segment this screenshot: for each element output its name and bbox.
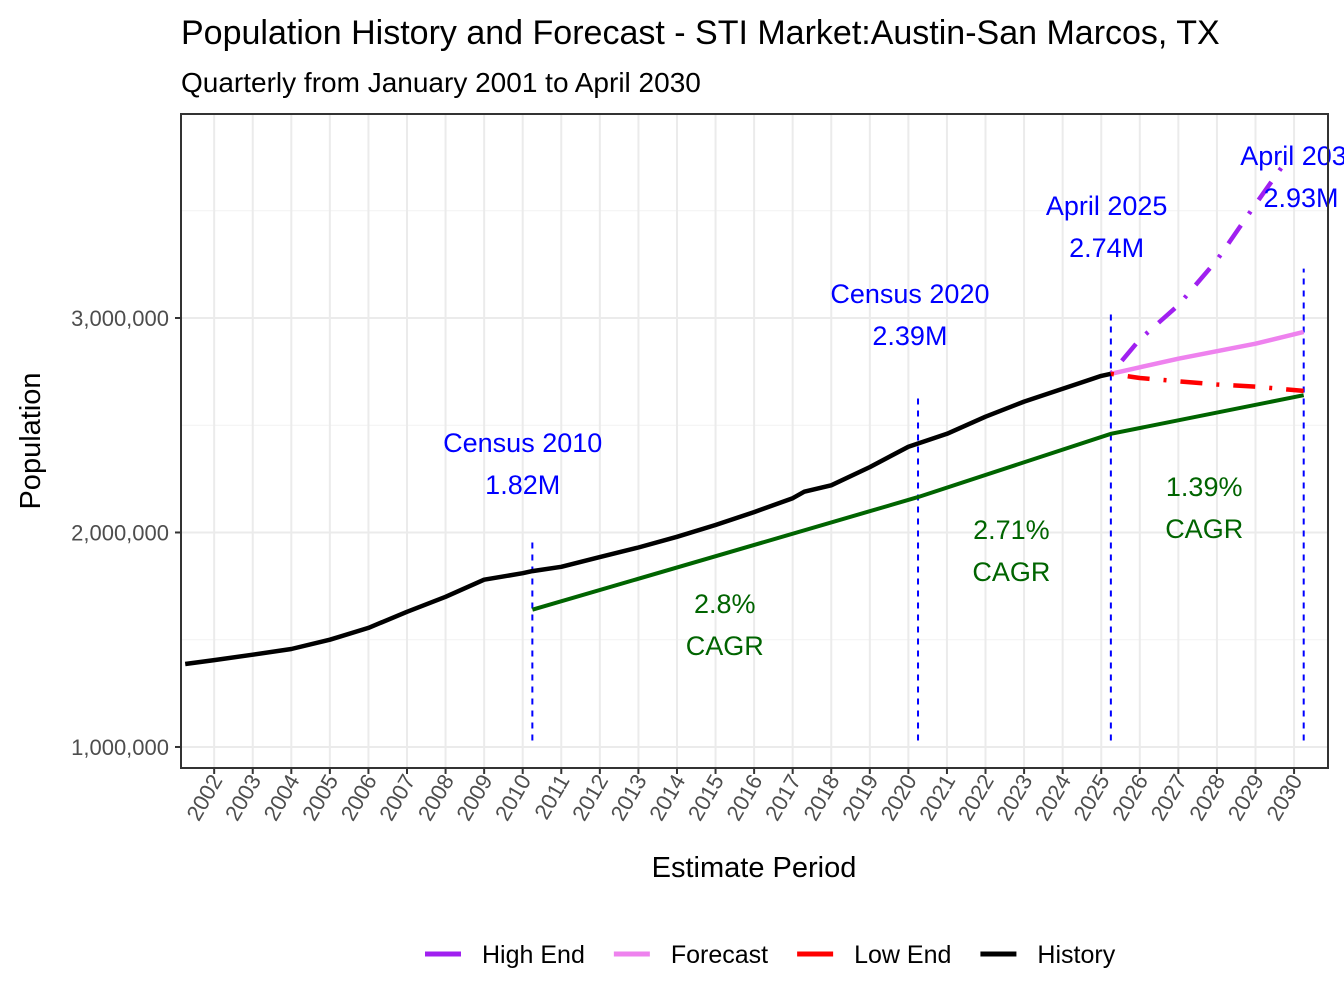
x-tick-label: 2018 bbox=[798, 770, 844, 825]
x-tick-label: 2006 bbox=[336, 770, 382, 825]
x-tick-label: 2019 bbox=[837, 770, 883, 825]
x-tick-label: 2030 bbox=[1261, 770, 1307, 825]
annotation-label: 2.8% bbox=[694, 589, 756, 619]
series-line-high-end bbox=[1109, 162, 1287, 376]
x-tick-label: 2012 bbox=[567, 770, 613, 825]
x-tick-label: 2021 bbox=[914, 770, 960, 825]
annotation-label: CAGR bbox=[1165, 514, 1243, 544]
x-tick-label: 2005 bbox=[297, 770, 343, 825]
annotations: Census 2010 1.82M Census 2020 2.39M April 20… bbox=[443, 141, 1344, 661]
chart-subtitle: Quarterly from January 2001 to April 203… bbox=[181, 67, 701, 98]
x-tick-label: 2010 bbox=[490, 770, 536, 825]
annotation-label: 1.39% bbox=[1166, 472, 1243, 502]
x-tick-label: 2024 bbox=[1030, 770, 1076, 825]
x-tick-label: 2017 bbox=[760, 770, 806, 825]
x-tick-label: 2003 bbox=[220, 770, 266, 825]
y-axis: 1,000,000 2,000,000 3,000,000 bbox=[71, 306, 181, 760]
annotation-label: CAGR bbox=[972, 557, 1050, 587]
annotation-label: 2.71% bbox=[973, 515, 1050, 545]
cagr-line bbox=[531, 393, 1305, 612]
legend-label: Forecast bbox=[671, 941, 768, 969]
x-tick-label: 2022 bbox=[953, 770, 999, 825]
annotation-label: April 2030 bbox=[1240, 141, 1344, 171]
y-tick-label: 2,000,000 bbox=[71, 520, 169, 545]
legend: High End Forecast Low End History bbox=[425, 941, 1116, 969]
x-tick-label: 2025 bbox=[1068, 770, 1114, 825]
x-tick-label: 2015 bbox=[683, 770, 729, 825]
x-tick-label: 2029 bbox=[1223, 770, 1269, 825]
series-lines bbox=[184, 162, 1305, 667]
series-line-history bbox=[184, 371, 1112, 667]
x-tick-label: 2014 bbox=[644, 770, 690, 825]
legend-label: History bbox=[1037, 941, 1115, 969]
x-tick-label: 2020 bbox=[876, 770, 922, 825]
x-tick-label: 2009 bbox=[451, 770, 497, 825]
series-line-low-end bbox=[1110, 371, 1304, 394]
x-axis-title: Estimate Period bbox=[652, 852, 857, 884]
y-tick-label: 3,000,000 bbox=[71, 306, 169, 331]
chart-title: Population History and Forecast - STI Ma… bbox=[181, 14, 1220, 52]
x-tick-label: 2011 bbox=[529, 770, 574, 823]
annotation-label: 2.39M bbox=[872, 321, 947, 351]
x-tick-label: 2004 bbox=[259, 770, 305, 825]
x-tick-label: 2008 bbox=[413, 770, 459, 825]
x-axis: 2002200320042005200620072008200920102011… bbox=[181, 768, 1307, 825]
x-tick-label: 2026 bbox=[1107, 770, 1153, 825]
annotation-label: 2.93M bbox=[1263, 183, 1338, 213]
y-axis-title: Population bbox=[15, 372, 47, 509]
annotation-label: Census 2010 bbox=[443, 428, 602, 458]
grid bbox=[181, 114, 1328, 768]
annotation-label: Census 2020 bbox=[830, 279, 989, 309]
y-tick-label: 1,000,000 bbox=[71, 735, 169, 760]
legend-label: High End bbox=[482, 941, 585, 969]
x-tick-label: 2002 bbox=[181, 770, 227, 825]
x-tick-label: 2016 bbox=[721, 770, 767, 825]
x-tick-label: 2023 bbox=[991, 770, 1037, 825]
annotation-label: 2.74M bbox=[1069, 233, 1144, 263]
x-tick-label: 2007 bbox=[374, 770, 420, 825]
annotation-label: 1.82M bbox=[485, 470, 560, 500]
x-tick-label: 2028 bbox=[1184, 770, 1230, 825]
annotation-label: CAGR bbox=[686, 631, 764, 661]
x-tick-label: 2027 bbox=[1146, 770, 1192, 825]
x-tick-label: 2013 bbox=[606, 770, 652, 825]
annotation-label: April 2025 bbox=[1046, 191, 1168, 221]
series-line-forecast bbox=[1110, 329, 1305, 376]
legend-label: Low End bbox=[854, 941, 951, 969]
